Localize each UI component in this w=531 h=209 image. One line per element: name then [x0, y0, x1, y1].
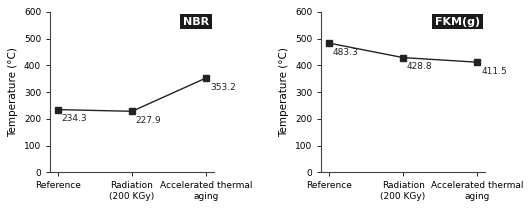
Text: 234.3: 234.3 [61, 114, 87, 123]
Text: 411.5: 411.5 [481, 67, 507, 76]
Text: FKM(g): FKM(g) [435, 17, 480, 27]
Text: 428.8: 428.8 [407, 62, 432, 71]
Y-axis label: Temperature (°C): Temperature (°C) [8, 47, 19, 137]
Text: 353.2: 353.2 [210, 83, 236, 92]
Text: NBR: NBR [183, 17, 209, 27]
Y-axis label: Temperature (°C): Temperature (°C) [279, 47, 289, 137]
Text: 227.9: 227.9 [136, 116, 161, 125]
Text: 483.3: 483.3 [332, 48, 358, 57]
